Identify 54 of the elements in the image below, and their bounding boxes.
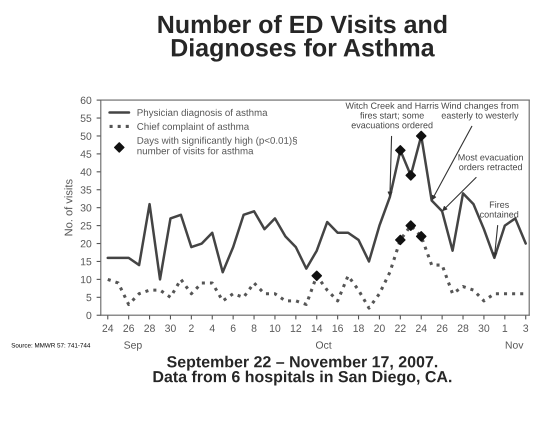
y-axis-title: No. of visits	[64, 179, 72, 236]
x-tick-label: 2	[188, 324, 194, 332]
legend-label: Physician diagnosis of asthma	[138, 108, 268, 118]
text: Oct	[316, 341, 332, 349]
point	[416, 130, 427, 142]
y-tick-label: 35	[80, 186, 92, 194]
text: September 22 – November 17, 2007. Data from 6 hospitals in San Diego, CA.	[153, 356, 452, 386]
point	[395, 145, 406, 156]
x-tick-label: 12	[290, 324, 302, 332]
text: Sep	[124, 341, 142, 351]
x-tick-label: 22	[395, 324, 406, 332]
x-tick-label: 26	[123, 324, 134, 332]
y-tick-label: 55	[80, 114, 92, 122]
y-tick-label: 60	[80, 96, 92, 104]
legend-label: Days with significantly high (p<0.01)§ number of visits for asthma	[137, 136, 297, 154]
annotation: Wind changes from easterly to westerly	[441, 102, 519, 120]
annotation: Fires contained	[480, 201, 518, 218]
point	[416, 231, 427, 242]
x-tick-label: 28	[458, 324, 468, 332]
point	[395, 234, 406, 246]
x-tick-label: 8	[252, 324, 256, 332]
x-tick-label: 26	[436, 324, 448, 332]
x-tick-label: 1	[502, 324, 508, 332]
point	[311, 270, 322, 282]
y-tick-label: 0	[86, 312, 92, 320]
x-tick-label: 16	[332, 324, 343, 332]
point	[405, 220, 416, 231]
x-tick-label: 14	[312, 324, 322, 332]
y-tick-label: 15	[80, 258, 92, 266]
x-tick-label: 10	[270, 324, 280, 332]
y-tick-label: 45	[80, 150, 92, 158]
x-tick-label: 30	[165, 324, 176, 332]
x-tick-label: 20	[374, 324, 385, 332]
x-tick-label: 6	[230, 324, 236, 332]
annotation: Witch Creek and Harris fires start; some evacuations ordered	[346, 102, 438, 128]
y-tick-label: 5	[86, 294, 92, 302]
y-tick-label: 30	[80, 204, 92, 212]
y-tick-label: 50	[80, 132, 92, 140]
point	[405, 170, 416, 181]
text: Nov	[506, 341, 524, 349]
y-tick-label: 10	[80, 276, 92, 284]
x-tick-label: 24	[416, 324, 427, 332]
y-tick-label: 40	[80, 168, 92, 176]
x-tick-label: 4	[210, 324, 215, 332]
x-tick-label: 24	[102, 324, 114, 332]
x-tick-label: 30	[478, 324, 490, 332]
x-tick-label: 3	[523, 324, 528, 332]
x-tick-label: 28	[144, 324, 155, 332]
y-tick-label: 20	[80, 240, 92, 248]
legend-label: Chief complaint of asthma	[137, 122, 250, 132]
chart-title: Number of ED Visits and Diagnoses for Asthma	[158, 14, 446, 62]
annotation: Most evacuation orders retracted	[458, 154, 523, 170]
y-tick-label: 25	[80, 222, 92, 230]
x-tick-label: 18	[354, 324, 364, 332]
